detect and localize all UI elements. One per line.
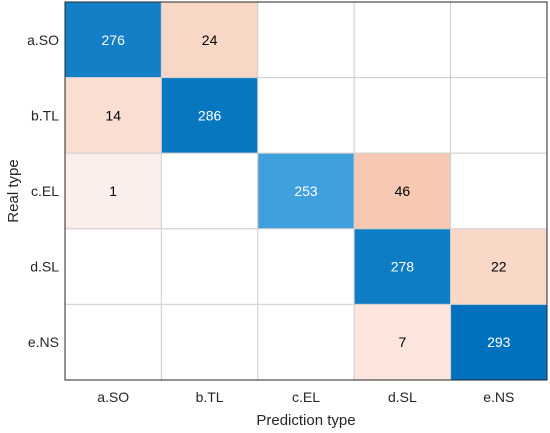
cell-value-label: 14 xyxy=(105,107,121,123)
heatmap-cell xyxy=(257,303,355,381)
plot-frame xyxy=(64,1,548,381)
heatmap-cell xyxy=(64,303,162,381)
heatmap-cell xyxy=(257,228,355,305)
heatmap-cell xyxy=(160,1,259,79)
heatmap-cell xyxy=(160,303,259,381)
cell-value-label: 46 xyxy=(395,183,411,199)
y-tick-label: a.SO xyxy=(27,32,59,48)
cell-value-label: 286 xyxy=(198,107,222,123)
y-tick-label: d.SL xyxy=(30,259,59,275)
heatmap-cell xyxy=(160,152,259,230)
heatmap-cell xyxy=(64,77,162,154)
y-axis-label: Real type xyxy=(5,159,22,222)
cell-value-labels: 276 24 14 286 1 253 46 278 22 7 293 xyxy=(102,32,511,350)
heatmap-cell xyxy=(257,77,355,154)
y-tick-labels: a.SO b.TL c.EL d.SL e.NS xyxy=(27,32,59,350)
heatmap-cell xyxy=(353,1,452,79)
cell-value-label: 278 xyxy=(391,259,415,275)
x-tick-label: a.SO xyxy=(97,389,129,405)
y-tick-label: c.EL xyxy=(31,183,59,199)
heatmap-cell xyxy=(257,1,355,79)
cell-value-label: 293 xyxy=(487,334,511,350)
heatmap-cell xyxy=(450,77,548,154)
x-tick-label: e.NS xyxy=(483,389,514,405)
heatmap-cell xyxy=(160,228,259,305)
heatmap-cell xyxy=(257,152,355,230)
y-tick-label: e.NS xyxy=(28,334,59,350)
heatmap-cell xyxy=(353,228,452,305)
cell-value-label: 1 xyxy=(109,183,117,199)
cell-value-label: 24 xyxy=(202,32,218,48)
x-tick-label: b.TL xyxy=(196,389,224,405)
y-tick-label: b.TL xyxy=(31,107,59,123)
x-tick-label: d.SL xyxy=(388,389,417,405)
heatmap-cell xyxy=(450,152,548,230)
heatmap-cell xyxy=(450,228,548,305)
cell-value-label: 7 xyxy=(399,334,407,350)
heatmap-cell xyxy=(353,77,452,154)
heatmap-cell xyxy=(450,1,548,79)
x-tick-labels: a.SO b.TL c.EL d.SL e.NS xyxy=(97,389,514,405)
heatmap-cell xyxy=(64,1,162,79)
cell-value-label: 276 xyxy=(102,32,126,48)
x-tick-label: c.EL xyxy=(292,389,320,405)
heatmap-cell xyxy=(64,228,162,305)
heatmap-cell xyxy=(353,152,452,230)
cell-value-label: 253 xyxy=(294,183,318,199)
x-axis-label: Prediction type xyxy=(256,412,355,429)
heatmap-cells xyxy=(64,1,548,381)
cell-value-label: 22 xyxy=(491,259,507,275)
heatmap-cell xyxy=(450,303,548,381)
